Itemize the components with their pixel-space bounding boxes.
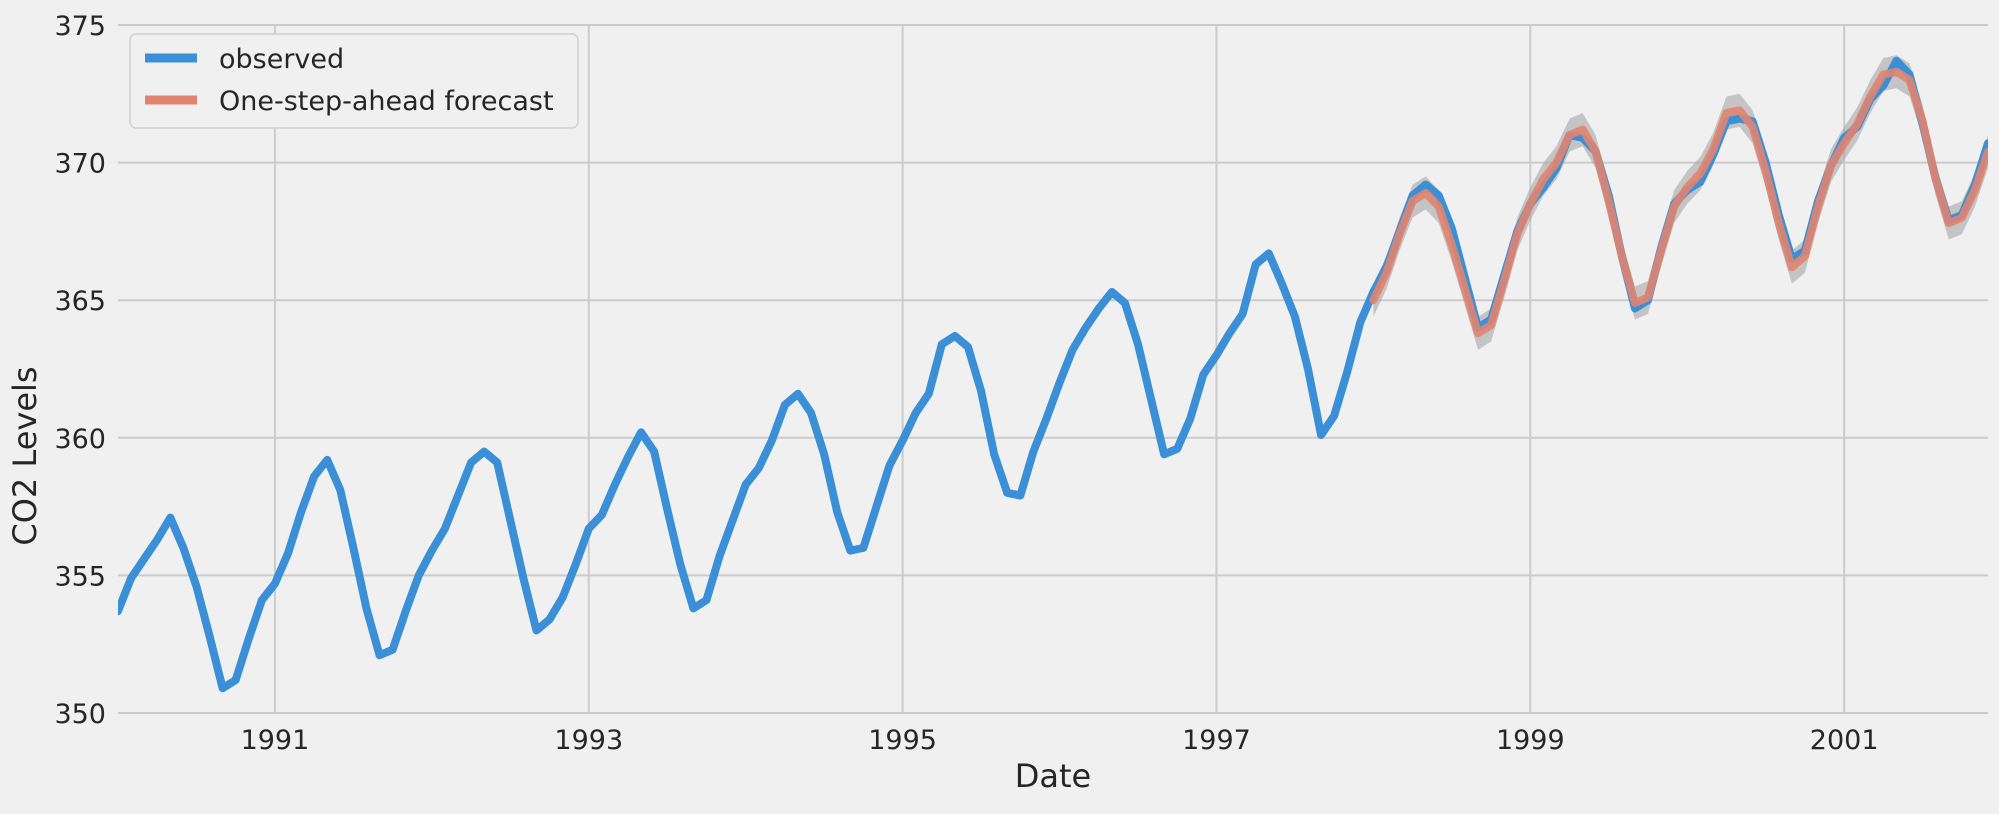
series-line-forecast — [1369, 67, 1988, 338]
legend: observed One-step-ahead forecast — [129, 33, 579, 129]
y-tick-labels: 350 355 360 365 370 375 — [54, 11, 106, 730]
y-tick-label: 355 — [54, 561, 106, 592]
y-tick-label: 370 — [54, 149, 106, 180]
series-lines — [118, 56, 1988, 693]
x-tick-label: 2001 — [1810, 725, 1879, 756]
y-tick-label: 375 — [54, 11, 106, 42]
x-tick-label: 1997 — [1182, 725, 1251, 756]
x-axis-label: Date — [1015, 757, 1091, 795]
y-tick-label: 350 — [54, 699, 106, 730]
x-tick-label: 1991 — [241, 725, 310, 756]
y-axis-label: CO2 Levels — [6, 366, 44, 545]
legend-label-forecast: One-step-ahead forecast — [219, 86, 554, 117]
x-tick-label: 1999 — [1496, 725, 1565, 756]
x-tick-labels: 1991 1993 1995 1997 1999 2001 — [241, 725, 1879, 756]
legend-label-observed: observed — [219, 44, 344, 75]
y-tick-label: 360 — [54, 424, 106, 455]
x-tick-label: 1995 — [868, 725, 937, 756]
y-tick-label: 365 — [54, 286, 106, 317]
legend-box — [129, 33, 579, 129]
x-tick-label: 1993 — [554, 725, 623, 756]
